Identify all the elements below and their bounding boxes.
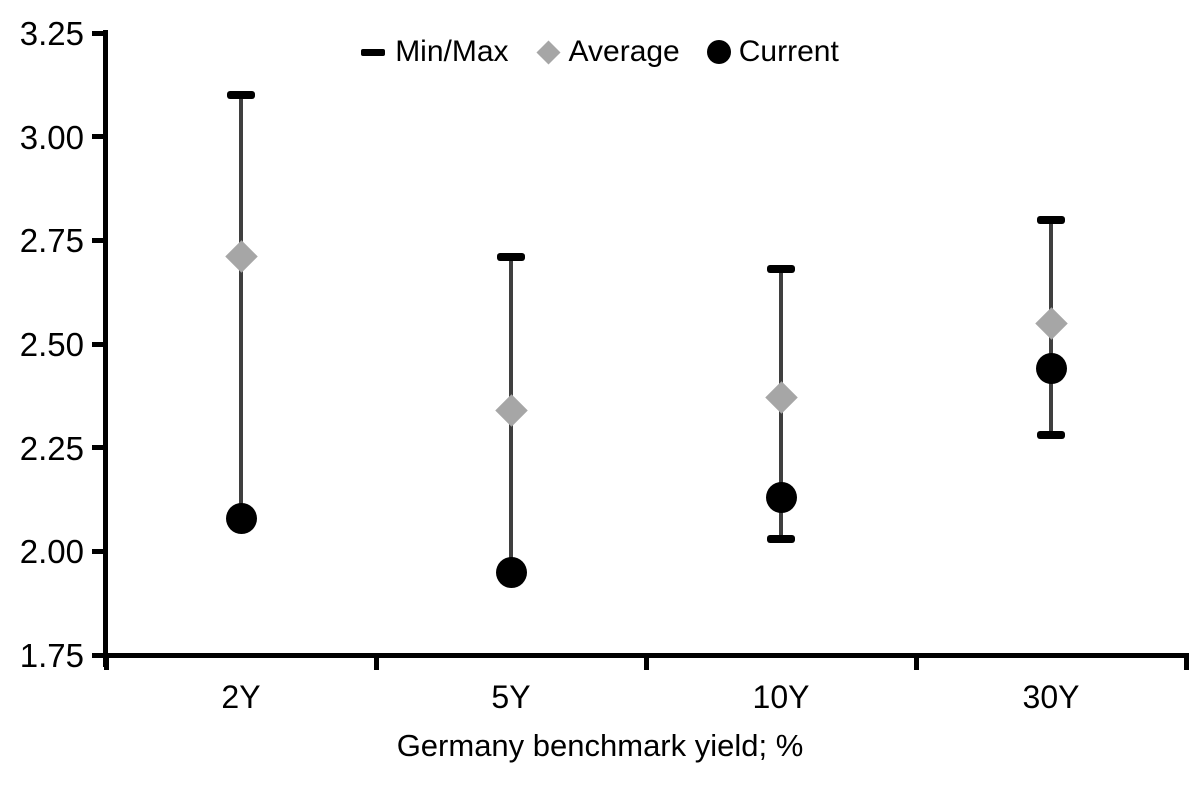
legend-label-average: Average <box>568 35 680 68</box>
range-cap-max <box>1037 215 1065 224</box>
average-diamond-marker <box>1034 307 1068 340</box>
y-tick-label: 2.75 <box>19 222 84 260</box>
range-cap-min <box>767 534 795 543</box>
current-circle-marker <box>495 556 527 588</box>
y-tick-label: 2.25 <box>19 429 84 467</box>
x-axis-title: Germany benchmark yield; % <box>396 728 804 763</box>
minmax-dash-icon <box>361 48 386 56</box>
minmax-range-line <box>239 95 243 519</box>
range-cap-max <box>767 265 795 274</box>
x-category-label: 5Y <box>491 679 531 715</box>
current-circle-marker <box>225 502 257 534</box>
average-diamond-marker <box>224 240 258 274</box>
y-tick-label: 3.00 <box>19 118 84 156</box>
legend-label-minmax: Min/Max <box>395 35 509 68</box>
y-tick <box>92 445 106 451</box>
legend-item-average: Average <box>536 37 680 67</box>
y-tick-label: 2.50 <box>19 326 84 363</box>
average-diamond-icon <box>536 39 561 65</box>
y-tick-label: 2.00 <box>19 533 84 571</box>
x-tick <box>103 653 109 670</box>
y-tick-label: 1.75 <box>19 637 84 674</box>
average-diamond-marker <box>494 394 528 427</box>
x-tick <box>1183 653 1189 670</box>
y-tick <box>92 341 106 347</box>
y-tick <box>92 237 106 243</box>
x-category-label: 2Y <box>221 679 261 715</box>
range-cap-min <box>1037 431 1065 440</box>
current-circle-icon <box>706 40 731 64</box>
x-tick <box>913 653 919 670</box>
x-category-label: 10Y <box>752 679 810 715</box>
current-circle-marker <box>1035 353 1067 385</box>
x-category-label: 30Y <box>1022 679 1080 715</box>
average-diamond-marker <box>764 381 798 415</box>
legend-item-minmax: Min/Max <box>361 35 509 68</box>
y-tick <box>92 30 106 36</box>
range-cap-max <box>227 91 255 100</box>
range-cap-max <box>497 252 525 261</box>
y-tick-label: 3.25 <box>19 15 84 52</box>
current-circle-marker <box>765 481 797 513</box>
y-tick <box>92 548 106 554</box>
legend-item-current: Current <box>706 35 839 68</box>
x-tick <box>643 653 649 670</box>
legend-label-current: Current <box>738 35 839 68</box>
y-tick <box>92 652 106 658</box>
x-tick <box>373 653 379 670</box>
y-tick <box>92 134 106 140</box>
chart-legend: Min/Max Average Current <box>0 30 1200 74</box>
y-axis-line <box>103 30 108 667</box>
